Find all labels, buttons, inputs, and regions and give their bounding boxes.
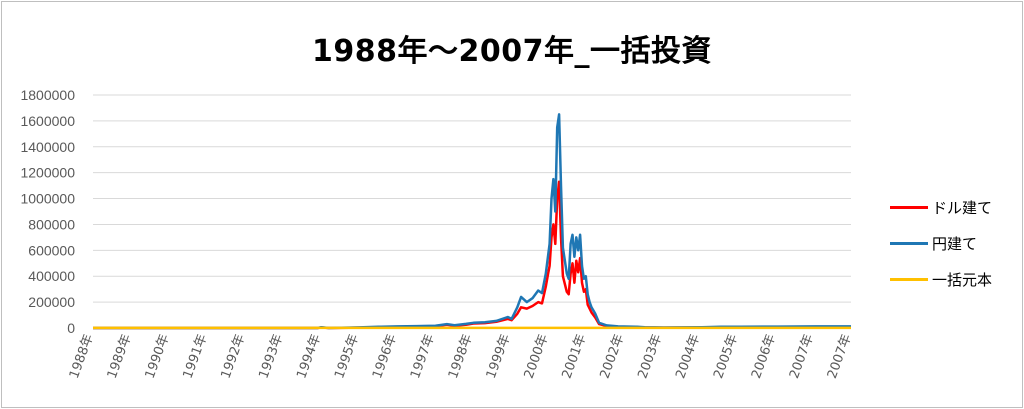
x-tick-label: 1990年 xyxy=(143,332,173,380)
x-tick-label: 2006年 xyxy=(749,332,779,380)
x-tick-label: 1996年 xyxy=(370,332,400,380)
legend-label-dollar: ドル建て xyxy=(932,198,993,217)
x-tick-label: 1999年 xyxy=(484,332,514,380)
x-tick-label: 2007年 xyxy=(787,332,817,380)
legend-item-principal: 一括元本 xyxy=(890,270,993,289)
x-tick-label: 1995年 xyxy=(332,332,362,380)
series-line-0 xyxy=(93,180,851,330)
x-tick-label: 2001年 xyxy=(560,332,590,380)
x-tick-label: 2002年 xyxy=(597,332,627,380)
legend: ドル建て 円建て 一括元本 xyxy=(890,198,992,306)
y-tick-label: 200000 xyxy=(28,294,75,310)
x-tick-label: 1992年 xyxy=(218,332,248,380)
x-tick-label: 2007年 xyxy=(825,332,855,380)
x-tick-label: 1994年 xyxy=(294,332,324,380)
x-tick-label: 1991年 xyxy=(181,332,211,380)
y-tick-label: 1800000 xyxy=(20,87,75,103)
legend-swatch-yen xyxy=(890,241,928,245)
chart-title: 1988年～2007年_一括投資 xyxy=(312,34,712,69)
legend-item-dollar: ドル建て xyxy=(890,198,993,217)
x-tick-label: 2000年 xyxy=(522,332,552,380)
y-tick-label: 0 xyxy=(67,320,75,336)
x-tick-label: 1989年 xyxy=(105,332,135,380)
x-tick-label: 1988年 xyxy=(67,332,97,380)
x-tick-label: 1993年 xyxy=(256,332,286,380)
legend-swatch-dollar xyxy=(890,205,928,209)
x-tick-label: 2003年 xyxy=(635,332,665,380)
legend-label-principal: 一括元本 xyxy=(932,270,993,289)
x-tick-label: 1998年 xyxy=(446,332,476,380)
y-tick-label: 600000 xyxy=(28,242,75,258)
legend-label-yen: 円建て xyxy=(932,234,978,253)
y-tick-label: 1600000 xyxy=(20,113,75,129)
gridlines xyxy=(93,94,851,329)
y-tick-label: 400000 xyxy=(28,268,75,284)
x-tick-label: 2005年 xyxy=(711,332,741,380)
series-lines xyxy=(93,113,851,330)
legend-swatch-principal xyxy=(890,277,928,281)
x-tick-label: 1997年 xyxy=(408,332,438,380)
y-tick-label: 800000 xyxy=(28,216,75,232)
y-tick-label: 1000000 xyxy=(20,191,75,207)
y-tick-label: 1200000 xyxy=(20,165,75,181)
x-tick-label: 2004年 xyxy=(673,332,703,380)
legend-item-yen: 円建て xyxy=(890,234,992,253)
y-tick-label: 1400000 xyxy=(20,139,75,155)
series-line-1 xyxy=(93,113,851,330)
y-axis-ticks: 0 200000 400000 600000 800000 1000000 1200000 1… xyxy=(20,87,75,336)
x-axis-ticks: 1988年 1989年 1990年 1991年 1992年 1993年 1994年 1995年… xyxy=(67,332,855,380)
